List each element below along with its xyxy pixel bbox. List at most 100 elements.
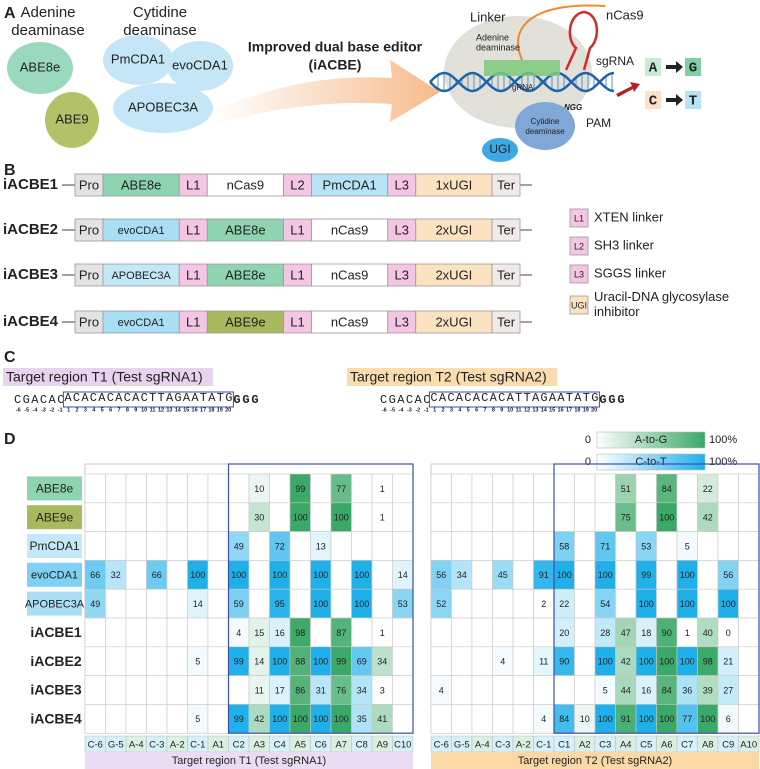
base-letter: T [689, 94, 697, 110]
base-box [685, 58, 701, 76]
part-label: L3 [395, 177, 409, 192]
cell-value: 14 [193, 599, 203, 609]
row-label-box [27, 534, 82, 558]
scale-min: 0 [585, 434, 591, 446]
row-label: ABE9e [36, 510, 74, 524]
region-label: Target region T2 (Test sgRNA2) [518, 755, 672, 767]
base-box [645, 91, 661, 109]
enzyme-label: evoCDA1 [172, 57, 228, 72]
cell-value: 100 [334, 513, 349, 523]
cell-value: 13 [316, 541, 326, 551]
cell-value: 36 [682, 685, 692, 695]
heatmap-cell [676, 502, 698, 532]
heatmap-cell [492, 531, 514, 561]
cell-value: 1 [685, 628, 690, 638]
part-label: L3 [395, 267, 409, 282]
position-number: 5 [101, 407, 104, 413]
cell-value: 4 [541, 714, 546, 724]
heatmap-cell [574, 531, 596, 561]
position-number: -4 [399, 407, 405, 413]
cell-value: 100 [293, 513, 308, 523]
cytidine-deaminase-shape [515, 102, 575, 150]
part-label: Ter [497, 222, 516, 237]
cell-value: 32 [111, 570, 121, 580]
heatmap-cell [553, 502, 575, 532]
cell-value: 99 [295, 484, 305, 494]
column-label: C1 [558, 740, 570, 751]
scale-label: C-to-T [635, 456, 666, 468]
grna-label: gRNA [512, 83, 534, 92]
cell-value: 1 [380, 628, 385, 638]
column-label: C6 [315, 740, 327, 751]
heatmap-cell [430, 704, 452, 734]
part-label: Ter [497, 267, 516, 282]
position-number: 14 [541, 407, 548, 413]
region-label-bg [85, 752, 413, 769]
heatmap-cell [676, 473, 698, 504]
heatmap-cell [392, 675, 414, 705]
heatmap-cell [492, 588, 514, 619]
cell-value: 95 [275, 599, 285, 609]
heatmap-cell [697, 531, 719, 561]
construct-part [491, 218, 521, 242]
heatmap-cell [351, 502, 373, 532]
legend-text: SH3 linker [594, 237, 655, 252]
cell-value: 16 [641, 685, 651, 695]
result-arrow [616, 82, 640, 97]
position-number: 20 [591, 407, 597, 413]
heatmap-cell [84, 617, 106, 648]
cell-value: 42 [254, 714, 264, 724]
position-number: 4 [92, 407, 96, 413]
cell-value: 100 [272, 657, 287, 667]
heatmap-cell [166, 502, 188, 532]
column-label: C9 [722, 740, 734, 751]
cell-value: 30 [254, 513, 264, 523]
heatmap-cell [471, 473, 493, 504]
heatmap-cell [371, 588, 393, 619]
enzyme-blob [45, 92, 99, 148]
position-number: 6 [475, 407, 478, 413]
cell-value: 87 [336, 628, 346, 638]
part-label: L3 [395, 314, 409, 329]
construct-name: iACBE3 [3, 266, 58, 283]
ugi-shape [482, 138, 518, 162]
cell-value: 100 [272, 570, 287, 580]
base-box [645, 58, 661, 76]
enzyme-blob [103, 35, 173, 85]
heatmap-cell [371, 560, 393, 590]
cell-value: 3 [380, 685, 385, 695]
heatmap-cell [166, 704, 188, 734]
position-number: 15 [549, 407, 555, 413]
legend-text: Uracil-DNA glycosylase [594, 289, 729, 304]
ngg-label: NGG [564, 103, 582, 112]
cell-value: 6 [726, 714, 731, 724]
part-label: L1 [186, 267, 200, 282]
heatmap-cell [207, 502, 229, 532]
heatmap-cell [207, 473, 229, 504]
heatmap-cell [207, 675, 229, 705]
heatmap-cell [430, 646, 452, 676]
base-arrow [666, 94, 683, 106]
position-number: 11 [516, 407, 522, 413]
base-letter: C [649, 94, 658, 110]
heatmap-cell [738, 704, 760, 734]
cell-value: 100 [721, 599, 736, 609]
heatmap-cell [207, 588, 229, 619]
heatmap-cell [738, 617, 760, 648]
cell-value: 56 [436, 570, 446, 580]
heatmap-cell [430, 502, 452, 532]
heatmap-cell [187, 531, 209, 561]
heatmap-cell [512, 473, 534, 504]
legend-key: L3 [574, 269, 584, 279]
legend-key: L2 [574, 241, 584, 251]
heatmap-cell [533, 473, 555, 504]
adenine-title: Adenine [20, 4, 75, 21]
column-label: C10 [394, 740, 411, 751]
cell-value: 100 [231, 570, 246, 580]
legend-box [569, 236, 589, 256]
cell-value: 28 [600, 628, 610, 638]
heatmap-cell [430, 617, 452, 648]
column-label: C-6 [434, 740, 449, 751]
position-number: 17 [200, 407, 206, 413]
